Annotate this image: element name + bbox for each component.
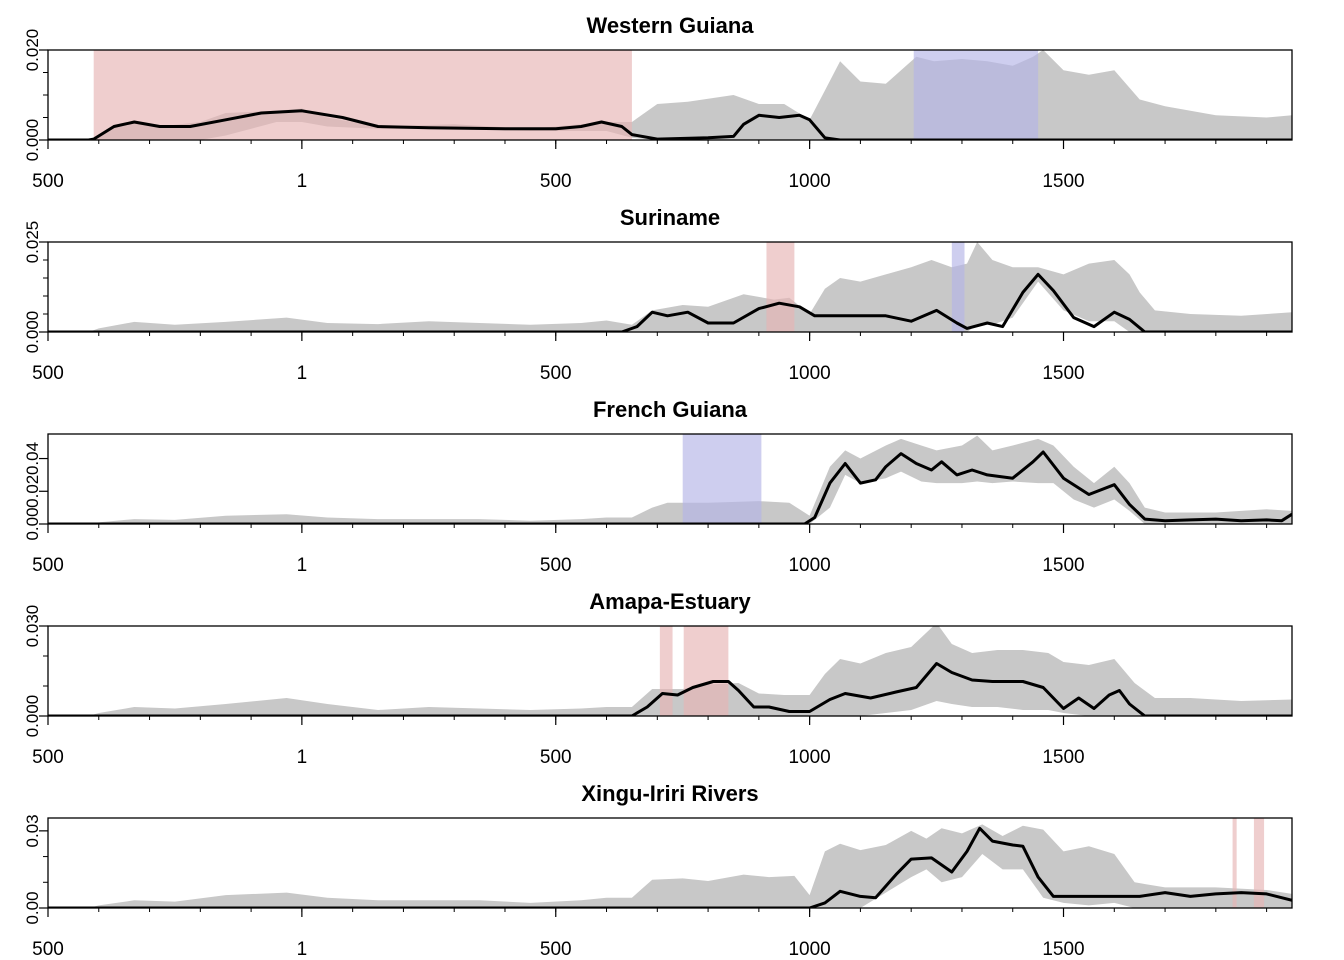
panel-title: Amapa-Estuary — [589, 589, 751, 614]
y-tick-label: 0.025 — [23, 221, 42, 264]
x-tick-label: 1 — [297, 747, 308, 768]
x-tick-label: 1500 — [1042, 747, 1084, 768]
plot-frame — [47, 625, 1293, 717]
x-tick-label: 1500 — [1042, 555, 1084, 576]
plot-area — [48, 242, 1292, 332]
x-tick-label: 500 — [32, 555, 64, 576]
x-tick-label: 1500 — [1042, 939, 1084, 960]
x-tick-label: 1000 — [788, 747, 830, 768]
y-tick-label: 0.000 — [23, 695, 42, 738]
highlight-band-0 — [766, 242, 795, 332]
median-line — [48, 826, 1292, 908]
x-tick-label: 1 — [297, 171, 308, 192]
highlight-band-1 — [683, 626, 729, 716]
x-tick-label: 500 — [32, 939, 64, 960]
x-tick-label: 500 — [540, 171, 572, 192]
x-tick-label: 1 — [297, 555, 308, 576]
y-tick-label: 0.04 — [23, 442, 42, 475]
x-tick-label: 500 — [32, 171, 64, 192]
x-tick-label: 1000 — [788, 363, 830, 384]
panel-title: Xingu-Iriri Rivers — [581, 781, 758, 806]
envelope-area — [48, 824, 1292, 908]
plot-area — [48, 626, 1292, 716]
x-tick-label: 500 — [540, 939, 572, 960]
x-tick-label: 1000 — [788, 555, 830, 576]
x-tick-label: 500 — [540, 363, 572, 384]
x-tick-label: 1000 — [788, 939, 830, 960]
plot-frame — [47, 433, 1293, 525]
y-tick-label: 0.000 — [23, 119, 42, 162]
highlight-band-1 — [951, 242, 965, 332]
median-line — [48, 450, 1292, 524]
median-line — [48, 662, 1292, 716]
x-tick-label: 1500 — [1042, 363, 1084, 384]
y-tick-label: 0.02 — [23, 475, 42, 508]
x-tick-label: 1500 — [1042, 171, 1084, 192]
plot-area — [48, 434, 1292, 524]
plot-frame — [47, 817, 1293, 909]
envelope-area — [48, 626, 1292, 716]
y-tick-label: 0.000 — [23, 311, 42, 354]
envelope-area — [48, 242, 1292, 332]
y-tick-label: 0.00 — [23, 891, 42, 924]
plot-area — [48, 818, 1292, 908]
x-tick-label: 500 — [32, 363, 64, 384]
highlight-band-1 — [1253, 818, 1265, 908]
panel-title: French Guiana — [593, 397, 748, 422]
highlight-band-0 — [682, 434, 762, 524]
y-tick-label: 0.03 — [23, 814, 42, 847]
y-tick-label: 0.030 — [23, 605, 42, 648]
envelope-area — [48, 435, 1292, 524]
x-tick-label: 500 — [540, 747, 572, 768]
panel-title: Suriname — [620, 205, 720, 230]
median-line — [48, 109, 1292, 140]
x-tick-label: 500 — [32, 747, 64, 768]
x-tick-label: 500 — [540, 555, 572, 576]
panel-title: Western Guiana — [586, 13, 754, 38]
highlight-band-1 — [913, 50, 1039, 140]
plot-frame — [47, 241, 1293, 333]
highlight-band-0 — [1232, 818, 1237, 908]
y-tick-label: 0.020 — [23, 29, 42, 72]
median-line — [48, 272, 1292, 332]
highlight-band-0 — [659, 626, 673, 716]
x-tick-label: 1 — [297, 939, 308, 960]
x-tick-label: 1 — [297, 363, 308, 384]
plot-area — [48, 50, 1292, 140]
y-tick-label: 0.00 — [23, 507, 42, 540]
x-tick-label: 1000 — [788, 171, 830, 192]
